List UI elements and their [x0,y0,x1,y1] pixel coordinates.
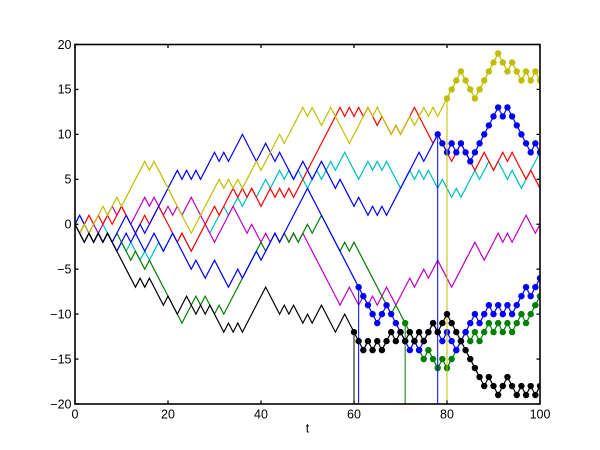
svg-text:−20: −20 [50,397,71,411]
svg-text:0: 0 [65,218,72,232]
svg-text:−15: −15 [50,352,71,366]
svg-text:80: 80 [440,408,454,422]
svg-text:t: t [306,422,310,436]
svg-text:20: 20 [161,408,175,422]
svg-text:−5: −5 [57,262,71,276]
svg-text:0: 0 [72,408,79,422]
svg-text:5: 5 [65,173,72,187]
svg-text:10: 10 [58,128,72,142]
svg-text:−10: −10 [50,307,71,321]
svg-text:15: 15 [58,83,72,97]
svg-text:60: 60 [347,408,361,422]
svg-text:40: 40 [254,408,268,422]
svg-text:100: 100 [530,408,551,422]
svg-text:20: 20 [58,38,72,52]
